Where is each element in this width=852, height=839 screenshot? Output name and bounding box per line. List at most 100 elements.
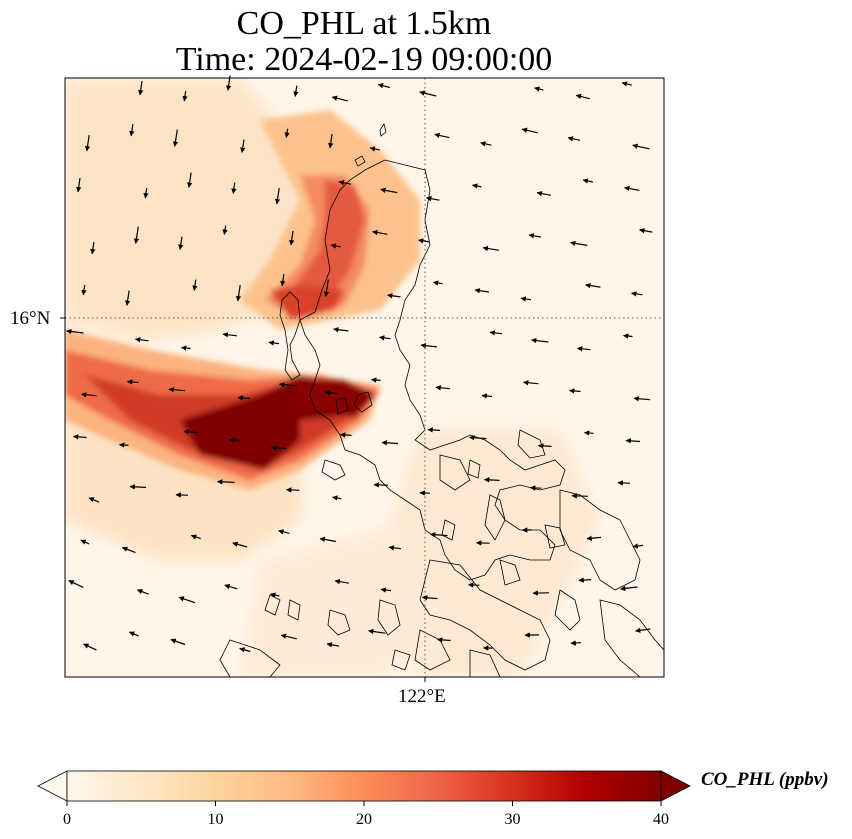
wind-arrow [537, 443, 552, 449]
wind-arrow [168, 387, 186, 393]
wind-arrow [133, 226, 140, 244]
wind-arrow [489, 330, 503, 336]
wind-arrow [531, 337, 549, 344]
wind-arrow [80, 539, 90, 545]
colorbar-tick-label: 20 [356, 811, 372, 828]
wind-arrow [586, 535, 602, 541]
wind-arrow [330, 243, 341, 249]
wind-arrow [622, 333, 633, 339]
wind-arrow [631, 291, 643, 297]
map-title-line1: CO_PHL at 1.5km [236, 5, 492, 42]
wind-arrow [66, 328, 84, 335]
wind-arrow [129, 124, 135, 137]
colorbar-tick-label: 0 [63, 811, 71, 828]
wind-arrow [617, 480, 631, 486]
longitude-tick-label: 122°E [398, 686, 446, 707]
wind-arrow [483, 477, 500, 483]
wind-arrow [339, 432, 352, 438]
map-title-line2: Time: 2024-02-19 09:00:00 [175, 41, 553, 78]
gridlines [65, 78, 664, 677]
wind-arrow [419, 90, 437, 97]
wind-arrow [126, 379, 139, 385]
wind-arrow [129, 484, 147, 490]
wind-arrow [482, 245, 499, 252]
wind-arrow [632, 143, 650, 150]
wind-arrow [192, 279, 198, 291]
wind-arrow [418, 238, 430, 244]
wind-arrow [570, 240, 588, 247]
wind-arrow [180, 345, 191, 351]
wind-arrow [285, 487, 300, 493]
wind-arrow [432, 280, 443, 286]
wind-arrow [368, 628, 386, 635]
wind-arrow [232, 541, 248, 548]
wind-arrow [387, 293, 401, 299]
colorbar-tick-label: 10 [207, 811, 224, 828]
wind-arrow [72, 434, 87, 440]
wind-arrow [138, 81, 144, 96]
wind-arrow [178, 596, 196, 604]
wind-arrow [536, 190, 552, 197]
wind-arrow [328, 134, 334, 149]
wind-arrow [274, 188, 281, 205]
map-panel [60, 75, 665, 682]
colorbar-tick-label: 40 [653, 811, 669, 828]
wind-arrow [568, 388, 581, 394]
wind-arrow [624, 185, 640, 192]
wind-arrow [426, 196, 440, 202]
wind-arrow [435, 385, 451, 391]
wind-arrow [172, 129, 179, 147]
wind-arrow [80, 392, 97, 398]
wind-arrow [570, 640, 582, 646]
wind-arrow [222, 332, 237, 338]
wind-arrow [378, 335, 391, 341]
wind-arrow [84, 135, 91, 152]
wind-arrow [178, 236, 184, 250]
wind-arrow [83, 643, 97, 651]
wind-vectors [66, 75, 653, 653]
wind-arrow [481, 393, 493, 399]
wind-arrow [216, 479, 235, 485]
wind-arrow [381, 440, 399, 446]
wind-arrow [633, 396, 651, 402]
colorbar-body [66, 770, 662, 802]
wind-arrow [534, 86, 544, 92]
wind-arrow [240, 139, 246, 153]
wind-arrow [567, 136, 581, 142]
wind-arrow [480, 141, 492, 147]
wind-arrow [427, 427, 441, 433]
wind-arrow [235, 285, 242, 302]
wind-arrow [332, 495, 342, 501]
wind-arrow [186, 172, 193, 188]
wind-arrow [231, 182, 237, 194]
wind-arrow [81, 285, 87, 296]
wind-arrow [88, 497, 100, 503]
wind-arrow [474, 288, 489, 294]
wind-arrow [380, 587, 392, 593]
wind-arrow [229, 437, 241, 443]
wind-arrow [520, 296, 532, 302]
wind-arrow [289, 231, 295, 246]
wind-arrow [237, 395, 251, 401]
wind-arrow [380, 187, 398, 194]
wind-arrow [239, 647, 251, 653]
wind-arrow [331, 95, 348, 102]
wind-arrow [278, 381, 297, 388]
wind-arrow [121, 546, 136, 554]
wind-arrow [134, 337, 149, 343]
wind-arrow [136, 589, 149, 595]
wind-arrow [268, 340, 280, 346]
wind-arrow [625, 438, 641, 444]
wind-arrow [333, 327, 349, 333]
wind-arrow [571, 493, 589, 499]
wind-arrow [583, 430, 594, 436]
wind-arrow [143, 188, 149, 199]
wind-arrow [90, 242, 96, 255]
wind-arrow [293, 85, 299, 97]
wind-arrow [128, 631, 139, 637]
wind-arrow [280, 274, 286, 287]
wind-arrow [528, 233, 542, 239]
wind-arrow [170, 638, 186, 646]
wind-arrow [639, 228, 653, 234]
wind-arrow [578, 577, 592, 583]
